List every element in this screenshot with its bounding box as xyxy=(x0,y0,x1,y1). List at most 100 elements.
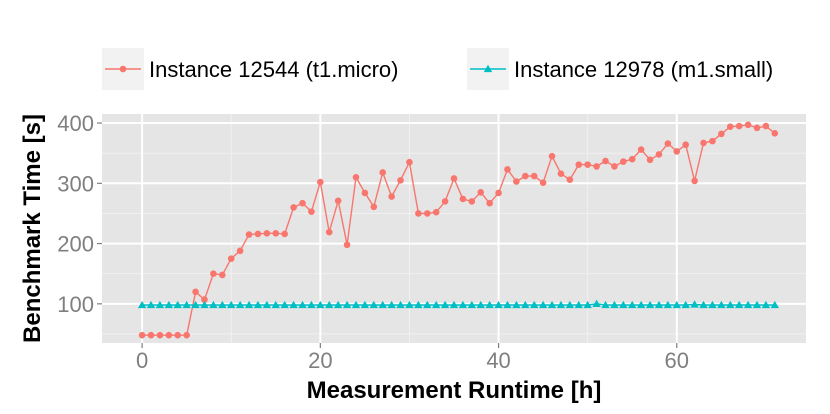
data-point xyxy=(761,300,771,309)
data-point xyxy=(432,208,440,216)
data-point xyxy=(539,179,547,186)
data-point xyxy=(245,231,253,238)
data-point xyxy=(556,300,566,309)
data-point xyxy=(138,331,146,339)
data-point xyxy=(654,300,664,309)
data-point xyxy=(557,170,565,177)
y-tick-label: 200 xyxy=(57,232,94,257)
data-point xyxy=(289,300,298,309)
data-point xyxy=(298,300,307,309)
data-point xyxy=(574,300,583,309)
data-point xyxy=(718,130,725,138)
data-point xyxy=(307,300,316,309)
y-axis-ticks: 100 200 300 400 xyxy=(57,111,102,317)
data-point xyxy=(236,247,244,255)
x-axis-title: Measurement Runtime [h] xyxy=(307,377,602,404)
legend-key-marker xyxy=(119,65,127,73)
data-point xyxy=(218,300,227,309)
data-point xyxy=(388,193,395,200)
data-point xyxy=(601,300,610,309)
data-point xyxy=(387,300,396,309)
x-axis-ticks: 0 20 40 60 xyxy=(136,343,689,373)
data-point xyxy=(663,300,673,309)
y-tick-label: 100 xyxy=(57,292,94,317)
data-point xyxy=(477,189,485,196)
data-point xyxy=(611,163,618,170)
data-point xyxy=(752,300,762,309)
data-point xyxy=(583,300,592,309)
data-point xyxy=(325,228,333,236)
legend-item-2: Instance 12978 (m1.small) xyxy=(467,48,773,90)
data-point xyxy=(155,300,165,309)
data-point xyxy=(450,175,458,182)
data-point xyxy=(476,300,485,309)
data-point xyxy=(753,124,761,132)
data-point xyxy=(414,300,423,309)
y-tick-label: 400 xyxy=(57,111,94,136)
data-point xyxy=(458,300,468,309)
data-point xyxy=(538,300,548,309)
data-point xyxy=(735,122,743,130)
data-point xyxy=(182,300,191,309)
data-point xyxy=(173,300,182,309)
data-point xyxy=(494,300,503,309)
x-tick-label: 40 xyxy=(486,348,510,373)
data-point xyxy=(700,139,707,147)
data-point xyxy=(717,300,726,309)
data-point xyxy=(219,271,226,279)
data-point xyxy=(521,300,530,309)
data-point xyxy=(325,300,334,309)
legend-label: Instance 12978 (m1.small) xyxy=(514,57,773,82)
data-point xyxy=(459,195,467,203)
data-point xyxy=(147,331,155,339)
data-point xyxy=(575,161,583,168)
data-point xyxy=(317,178,324,186)
data-point xyxy=(682,141,689,149)
data-point xyxy=(673,148,681,155)
data-point xyxy=(646,156,654,164)
y-tick-label: 300 xyxy=(57,171,94,196)
data-point xyxy=(486,199,493,207)
data-point xyxy=(566,176,574,183)
data-point xyxy=(244,300,254,309)
data-point xyxy=(709,137,716,145)
data-point xyxy=(174,331,182,339)
data-point xyxy=(227,300,236,309)
data-point xyxy=(361,189,369,197)
data-point xyxy=(691,177,698,185)
data-point xyxy=(201,296,208,303)
y-axis-title: Benchmark Time [s] xyxy=(19,114,46,343)
data-point xyxy=(431,300,441,309)
data-point xyxy=(254,230,262,238)
data-point xyxy=(396,300,405,309)
data-point xyxy=(370,203,378,211)
data-point xyxy=(636,300,646,309)
data-point xyxy=(620,158,627,165)
legend-key-marker xyxy=(483,64,493,73)
data-point xyxy=(449,300,459,309)
legend: Instance 12544 (t1.micro) Instance 12978 … xyxy=(102,48,773,90)
data-point xyxy=(423,210,431,217)
data-point xyxy=(316,300,325,309)
data-point xyxy=(726,123,734,130)
data-point xyxy=(423,300,432,309)
data-point xyxy=(602,157,609,165)
data-point xyxy=(681,300,690,309)
series-1 xyxy=(138,121,779,339)
data-point xyxy=(513,178,520,185)
series-layer xyxy=(137,121,780,339)
data-point xyxy=(263,230,271,237)
data-point xyxy=(440,300,450,309)
data-point xyxy=(271,300,280,309)
data-point xyxy=(343,241,351,249)
data-point xyxy=(200,300,209,309)
data-point xyxy=(565,300,575,309)
data-point xyxy=(530,172,538,180)
data-point xyxy=(379,169,387,176)
data-point xyxy=(351,300,361,309)
data-point xyxy=(547,300,557,309)
data-point xyxy=(734,300,744,309)
data-point xyxy=(628,300,637,309)
x-tick-label: 60 xyxy=(665,348,689,373)
data-point xyxy=(467,300,477,309)
